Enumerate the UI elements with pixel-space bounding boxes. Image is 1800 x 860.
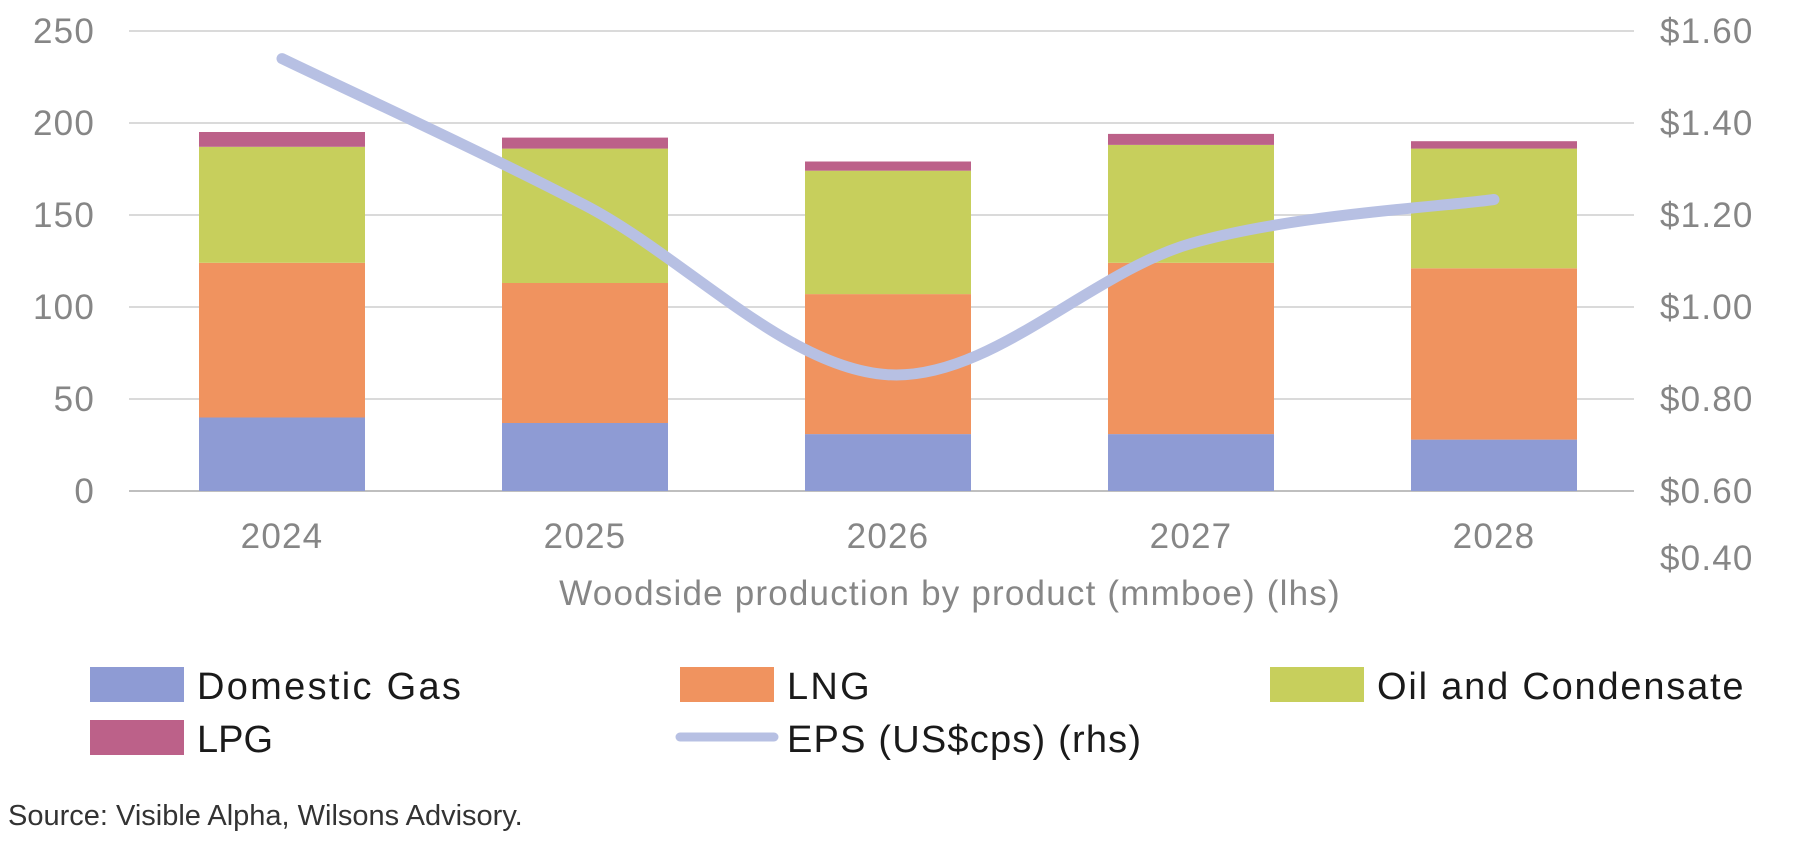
svg-text:2028: 2028 — [1453, 517, 1536, 556]
svg-text:250: 250 — [33, 12, 95, 51]
svg-text:Source: Visible Alpha, Wilsons: Source: Visible Alpha, Wilsons Advisory. — [8, 800, 523, 832]
svg-text:$1.40: $1.40 — [1660, 104, 1754, 143]
svg-text:2026: 2026 — [847, 517, 930, 556]
svg-text:2024: 2024 — [241, 517, 324, 556]
svg-text:Woodside production by product: Woodside production by product (mmboe) (… — [559, 574, 1341, 613]
svg-text:100: 100 — [33, 288, 95, 327]
svg-text:2025: 2025 — [544, 517, 627, 556]
svg-text:$1.20: $1.20 — [1660, 196, 1754, 235]
svg-text:2027: 2027 — [1150, 517, 1233, 556]
svg-text:LNG: LNG — [787, 666, 872, 708]
svg-text:EPS (US$cps) (rhs): EPS (US$cps) (rhs) — [787, 719, 1142, 761]
svg-text:Domestic Gas: Domestic Gas — [197, 666, 463, 708]
svg-text:Oil and Condensate: Oil and Condensate — [1377, 666, 1745, 708]
svg-text:200: 200 — [33, 104, 95, 143]
svg-text:150: 150 — [33, 196, 95, 235]
svg-text:LPG: LPG — [197, 719, 273, 761]
svg-text:$0.60: $0.60 — [1660, 472, 1754, 511]
svg-text:$0.40: $0.40 — [1660, 539, 1754, 578]
svg-text:0: 0 — [74, 472, 95, 511]
svg-text:$1.00: $1.00 — [1660, 288, 1754, 327]
svg-text:50: 50 — [54, 380, 95, 419]
svg-text:$1.60: $1.60 — [1660, 12, 1754, 51]
svg-text:$0.80: $0.80 — [1660, 380, 1754, 419]
